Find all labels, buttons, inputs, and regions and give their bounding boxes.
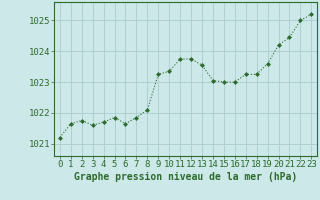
- X-axis label: Graphe pression niveau de la mer (hPa): Graphe pression niveau de la mer (hPa): [74, 172, 297, 182]
